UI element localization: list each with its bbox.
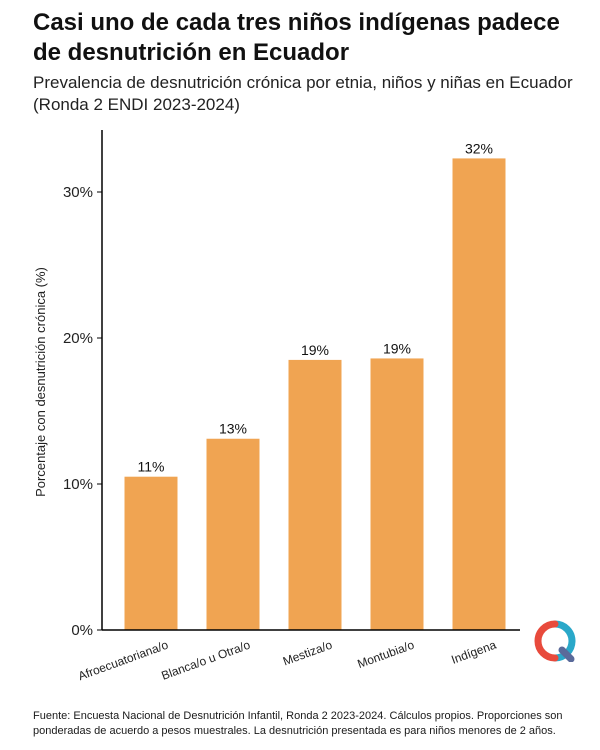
y-axis-label: Porcentaje con desnutrición crónica (%) bbox=[33, 267, 48, 497]
x-category-label: Afroecuatoriana/o bbox=[76, 638, 170, 684]
x-category-label: Blanca/o u Otra/o bbox=[159, 638, 252, 683]
x-category-label: Mestiza/o bbox=[281, 638, 334, 669]
y-axis-ticks: 0% 10% 20% 30% bbox=[63, 184, 102, 639]
bars bbox=[124, 158, 506, 631]
x-category-label: Montubia/o bbox=[355, 638, 416, 672]
y-tick-label: 20% bbox=[63, 330, 93, 347]
bar-data-label: 11% bbox=[138, 459, 165, 475]
bar-data-label: 13% bbox=[219, 421, 247, 437]
chart-title: Casi uno de cada tres niños indígenas pa… bbox=[33, 9, 560, 66]
y-tick-label: 10% bbox=[63, 476, 93, 493]
bar bbox=[370, 358, 424, 630]
bar bbox=[124, 476, 178, 630]
y-tick-label: 30% bbox=[63, 184, 93, 201]
bar bbox=[452, 158, 506, 631]
data-labels: 11% 13% 19% 19% 32% bbox=[138, 140, 494, 474]
bar-data-label: 19% bbox=[301, 342, 329, 358]
q-logo-icon bbox=[534, 620, 576, 662]
bar-chart: Porcentaje con desnutrición crónica (%) … bbox=[33, 130, 520, 684]
bar-data-label: 19% bbox=[383, 340, 411, 356]
source-note: Fuente: Encuesta Nacional de Desnutrició… bbox=[33, 710, 563, 737]
bar bbox=[206, 438, 260, 630]
y-tick-label: 0% bbox=[71, 622, 93, 639]
x-category-label: Indígena bbox=[449, 638, 498, 667]
bar bbox=[288, 359, 342, 630]
chart-subtitle: Prevalencia de desnutrición crónica por … bbox=[33, 73, 573, 114]
bar-data-label: 32% bbox=[465, 140, 493, 156]
y-axis-title: Porcentaje con desnutrición crónica (%) bbox=[33, 267, 48, 497]
